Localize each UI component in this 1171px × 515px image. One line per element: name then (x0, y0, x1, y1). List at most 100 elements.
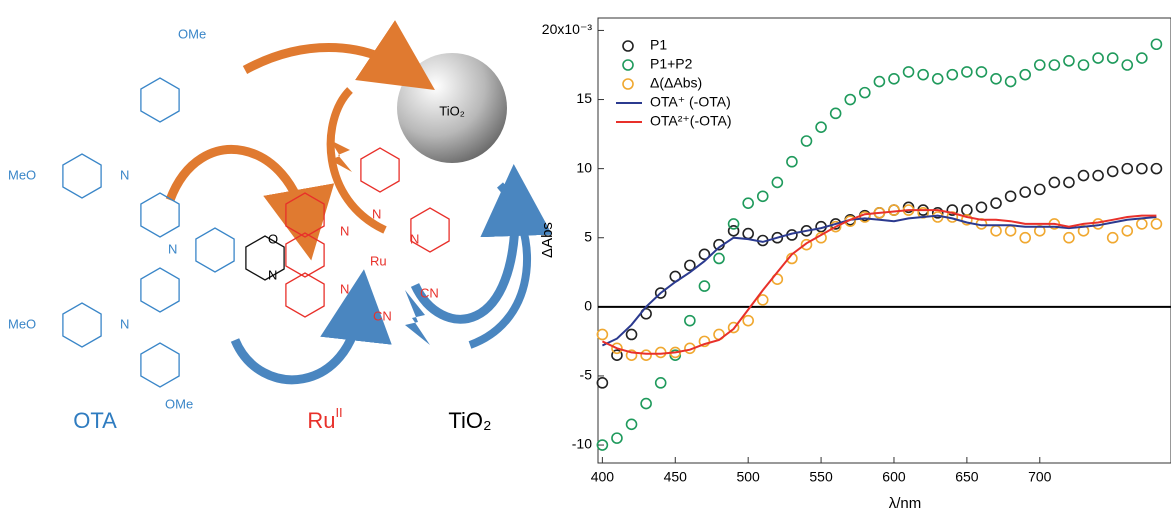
flash (330, 140, 352, 172)
data-point (1019, 231, 1031, 244)
plot-frame (597, 17, 1171, 464)
data-point (625, 349, 638, 362)
chem-label: N (120, 167, 129, 182)
legend-label: OTA²⁺(-OTA) (650, 113, 732, 129)
legend-swatch (622, 40, 634, 52)
data-point (917, 68, 929, 81)
data-point (625, 328, 638, 341)
data-point (829, 107, 842, 120)
data-point (742, 227, 754, 240)
data-point (1106, 231, 1119, 244)
data-point (654, 377, 667, 389)
data-point (1136, 52, 1148, 64)
arrow (468, 182, 531, 349)
chem-label: N (340, 281, 349, 296)
data-point (684, 259, 696, 272)
chem-label: N (410, 231, 419, 246)
y-tick-label: -5 (580, 367, 593, 383)
data-point (961, 213, 973, 226)
data-point (1150, 38, 1163, 51)
chem-label: N (372, 206, 381, 221)
data-point (771, 176, 784, 189)
legend-label: Δ(ΔAbs) (650, 75, 702, 91)
data-point (611, 349, 623, 362)
y-tick-label: 20x10⁻³ (542, 21, 593, 37)
data-point (640, 349, 652, 362)
ring (62, 153, 102, 199)
sphere-label: TiO₂ (439, 103, 465, 118)
x-tick-label: 550 (809, 469, 833, 485)
data-point (756, 294, 769, 306)
x-axis-label: λ/nm (889, 495, 922, 512)
data-point (931, 207, 944, 219)
data-point (1121, 225, 1134, 237)
ring (140, 77, 180, 123)
arrow (410, 164, 553, 324)
chem-label: OMe (165, 396, 193, 411)
arrow (242, 20, 435, 90)
data-point (771, 231, 784, 244)
data-point (946, 68, 959, 81)
data-point (800, 238, 813, 251)
legend-swatch (622, 78, 634, 90)
data-point (931, 73, 944, 85)
data-point (1121, 59, 1134, 71)
data-point (1004, 190, 1017, 203)
data-point (596, 328, 609, 341)
data-point (654, 287, 667, 299)
data-point (596, 439, 609, 451)
data-point (698, 280, 711, 292)
chem-label: N (120, 316, 129, 331)
data-point (1004, 225, 1017, 237)
chem-label: OMe (178, 26, 206, 41)
flash (405, 290, 430, 345)
data-point (611, 342, 623, 355)
chem-label: Ru (370, 253, 387, 268)
data-point (1033, 183, 1046, 196)
chem-label: MeO (8, 167, 36, 182)
legend-label: OTA⁺ (-OTA) (650, 94, 731, 110)
data-point (961, 204, 973, 216)
data-point (1063, 231, 1075, 244)
data-point (786, 155, 798, 168)
data-point (975, 66, 988, 78)
x-tick-label: 450 (664, 469, 688, 485)
data-point (1019, 68, 1031, 81)
x-tick-label: 400 (591, 469, 615, 485)
data-point (611, 432, 623, 444)
ring (140, 342, 180, 388)
ru-label: RuII (307, 405, 342, 432)
data-point (713, 252, 725, 265)
x-tick-label: 600 (882, 469, 906, 485)
data-point (888, 73, 900, 85)
data-point (1063, 176, 1075, 189)
data-point (1136, 162, 1148, 175)
data-point (975, 201, 988, 214)
x-tick-label: 650 (955, 469, 979, 485)
data-point (815, 121, 827, 133)
series-line (601, 214, 1157, 347)
ring (360, 147, 400, 193)
data-point (596, 377, 609, 389)
chem-label: MeO (8, 316, 36, 331)
series-line (601, 209, 1157, 355)
ring (140, 192, 180, 238)
data-point (698, 248, 711, 261)
ring (285, 272, 325, 318)
legend-label: P1+P2 (650, 56, 693, 72)
data-point (625, 418, 638, 431)
data-point (961, 66, 973, 78)
chart: -10 -5 0 5 10 15 20x10⁻³ 400 450 500 550 600 650 700 λ… (539, 17, 1171, 512)
data-point (990, 73, 1002, 85)
data-point (640, 397, 652, 410)
ota-label: OTA (73, 408, 117, 433)
ring (410, 207, 450, 253)
data-point (727, 218, 740, 230)
arrow (230, 269, 392, 385)
data-point (902, 66, 915, 78)
chem-label: N (340, 223, 349, 238)
data-point (1106, 52, 1119, 64)
chem-label: N (268, 267, 277, 282)
data-point (1092, 52, 1104, 64)
data-point (727, 321, 740, 334)
